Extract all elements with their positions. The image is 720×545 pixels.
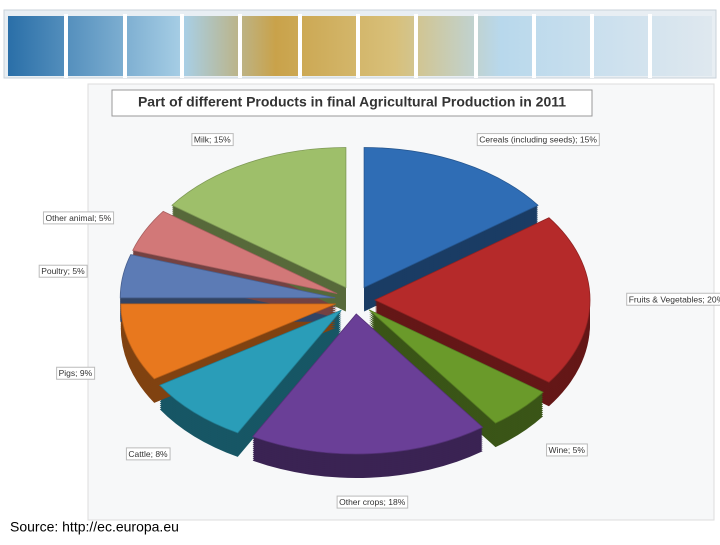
data-label: Other crops; 18% [339,497,406,507]
source: Source: http://ec.europa.eu [10,519,179,535]
label-box [476,133,600,147]
slice [159,309,342,434]
banner-dividers [64,14,652,78]
data-label: Cattle; 8% [128,449,168,459]
data-label: Pigs; 9% [59,368,93,378]
data-label: Wine; 5% [549,445,586,455]
label-box [38,264,88,278]
slice [368,309,544,424]
label-box [56,366,96,380]
title-box [111,89,593,117]
data-label: Milk; 15% [194,135,231,145]
slice [252,313,484,455]
label-box [125,447,171,461]
chart-title: Part of different Products in final Agri… [138,94,566,110]
slice [132,210,338,295]
data-label: Other animal; 5% [45,213,111,223]
data-label: Fruits & Vegetables; 20% [629,294,720,304]
pie: Cereals (including seeds); 15% Fruits & V… [38,133,720,509]
data-label: Poultry; 5% [41,266,85,276]
data-label: Cereals (including seeds); 15% [479,135,597,145]
slice [119,254,336,299]
slice [120,303,336,380]
slice [363,147,539,289]
label-box [191,133,234,147]
label-box [336,495,409,509]
slice [374,217,591,383]
label-box [626,292,720,306]
label-box [546,443,588,457]
slice [171,147,347,289]
label-box [42,211,115,225]
